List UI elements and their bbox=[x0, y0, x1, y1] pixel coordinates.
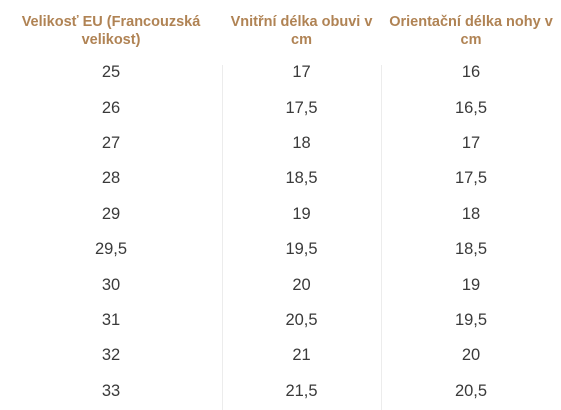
cell-foot-length: 17,5 bbox=[454, 169, 488, 188]
cell-eu-size: 32 bbox=[101, 346, 121, 365]
cell-eu-size: 27 bbox=[101, 133, 121, 152]
cell-foot-length: 19,5 bbox=[454, 310, 488, 329]
cell-inner-shoe-length: 19 bbox=[292, 204, 311, 223]
cell-foot-length: 16 bbox=[461, 63, 481, 82]
table-row: 31 20,5 19,5 bbox=[0, 303, 561, 338]
table-row: 29 19 18 bbox=[0, 197, 561, 232]
cell-foot-length: 19 bbox=[461, 275, 481, 294]
header-inner-shoe-length: Vnitřní délka obuvi v cm bbox=[230, 14, 373, 48]
cell-inner-shoe-length: 21 bbox=[292, 346, 311, 365]
cell-foot-length: 18,5 bbox=[454, 240, 488, 259]
column-divider bbox=[222, 65, 223, 410]
cell-eu-size: 33 bbox=[101, 381, 121, 400]
cell-eu-size: 30 bbox=[101, 275, 121, 294]
table-row: 30 20 19 bbox=[0, 267, 561, 302]
cell-eu-size: 26 bbox=[101, 98, 121, 117]
table-row: 27 18 17 bbox=[0, 126, 561, 161]
cell-inner-shoe-length: 17,5 bbox=[285, 98, 318, 117]
cell-inner-shoe-length: 20 bbox=[292, 275, 311, 294]
cell-eu-size: 25 bbox=[101, 63, 121, 82]
table-row: 32 21 20 bbox=[0, 338, 561, 373]
table-body: 25 17 16 26 17,5 16,5 27 18 17 28 18,5 17,5 29 19 18 29… bbox=[0, 55, 561, 410]
header-eu-size: Velikosť EU (Francouzská velikost) bbox=[21, 14, 201, 48]
cell-eu-size: 31 bbox=[101, 310, 121, 329]
table-header: Velikosť EU (Francouzská velikost) Vnitř… bbox=[0, 13, 561, 53]
cell-inner-shoe-length: 21,5 bbox=[285, 381, 318, 400]
cell-foot-length: 20 bbox=[461, 346, 481, 365]
header-foot-length: Orientační délka nohy v cm bbox=[389, 14, 553, 48]
cell-foot-length: 18 bbox=[461, 204, 481, 223]
table-row: 28 18,5 17,5 bbox=[0, 161, 561, 196]
cell-foot-length: 16,5 bbox=[454, 98, 488, 117]
table-row: 29,5 19,5 18,5 bbox=[0, 232, 561, 267]
table-row: 25 17 16 bbox=[0, 55, 561, 90]
cell-foot-length: 17 bbox=[461, 133, 481, 152]
cell-eu-size: 28 bbox=[101, 169, 121, 188]
cell-foot-length: 20,5 bbox=[454, 381, 488, 400]
cell-eu-size: 29,5 bbox=[94, 240, 128, 259]
cell-inner-shoe-length: 18,5 bbox=[285, 169, 318, 188]
table-row: 33 21,5 20,5 bbox=[0, 374, 561, 409]
cell-inner-shoe-length: 18 bbox=[292, 133, 311, 152]
cell-eu-size: 29 bbox=[101, 204, 121, 223]
table-row: 26 17,5 16,5 bbox=[0, 90, 561, 125]
cell-inner-shoe-length: 19,5 bbox=[285, 240, 318, 259]
column-divider bbox=[381, 65, 382, 410]
cell-inner-shoe-length: 17 bbox=[292, 63, 311, 82]
cell-inner-shoe-length: 20,5 bbox=[285, 310, 318, 329]
